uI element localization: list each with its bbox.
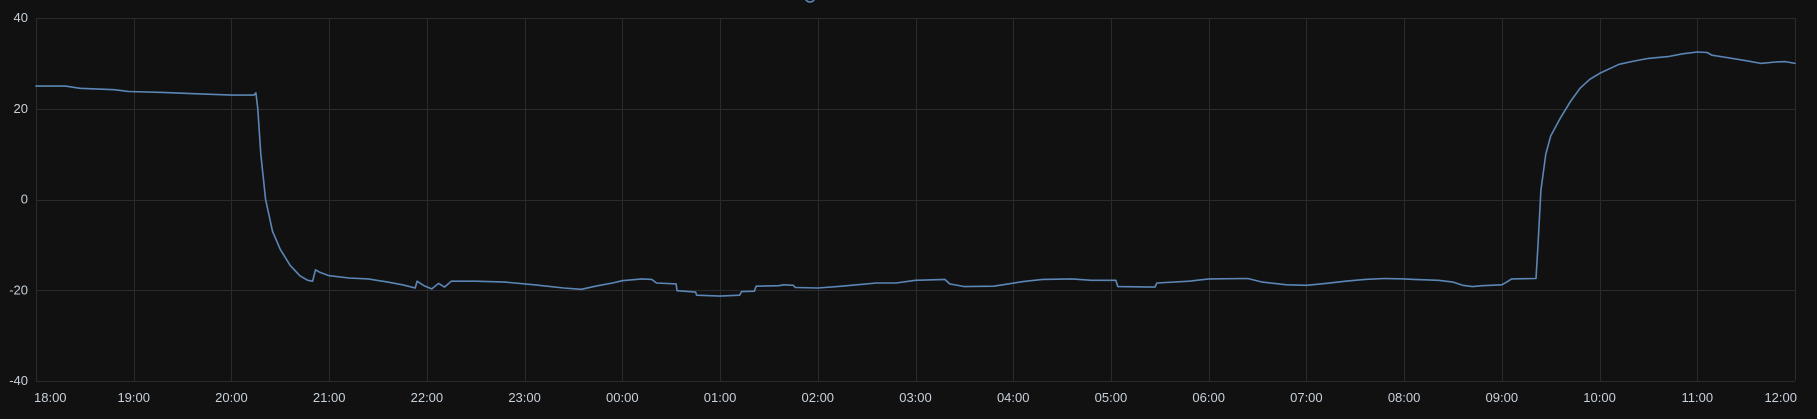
x-tick-label: 06:00 <box>1192 390 1225 405</box>
y-tick-label: -40 <box>9 373 28 388</box>
y-tick-label: 0 <box>21 192 28 207</box>
x-tick-label: 03:00 <box>899 390 932 405</box>
x-tick-label: 20:00 <box>215 390 248 405</box>
x-tick-label: 12:00 <box>1764 390 1797 405</box>
x-tick-label: 18:00 <box>34 390 67 405</box>
x-tick-label: 10:00 <box>1583 390 1616 405</box>
x-tick-label: 23:00 <box>508 390 541 405</box>
x-tick-label: 07:00 <box>1290 390 1323 405</box>
x-tick-label: 00:00 <box>606 390 639 405</box>
legend-marker-icon <box>805 0 815 3</box>
x-tick-label: 01:00 <box>704 390 737 405</box>
x-axis: 18:00 19:00 20:00 21:00 22:00 23:00 00:00 01:00… <box>34 390 1797 405</box>
series-line <box>35 51 1796 297</box>
x-tick-label: 02:00 <box>802 390 835 405</box>
grid <box>36 18 1796 382</box>
x-tick-label: 09:00 <box>1486 390 1519 405</box>
y-tick-label: 40 <box>14 10 28 25</box>
y-tick-label: -20 <box>9 282 28 297</box>
x-tick-label: 04:00 <box>997 390 1030 405</box>
x-tick-label: 08:00 <box>1388 390 1421 405</box>
x-tick-label: 05:00 <box>1095 390 1128 405</box>
x-tick-label: 21:00 <box>313 390 346 405</box>
y-axis: -40 -20 0 20 40 <box>9 10 28 388</box>
y-tick-label: 20 <box>14 101 28 116</box>
x-tick-label: 22:00 <box>411 390 444 405</box>
x-tick-label: 11:00 <box>1681 390 1713 405</box>
x-tick-label: 19:00 <box>117 390 150 405</box>
series-layer <box>35 0 1796 297</box>
